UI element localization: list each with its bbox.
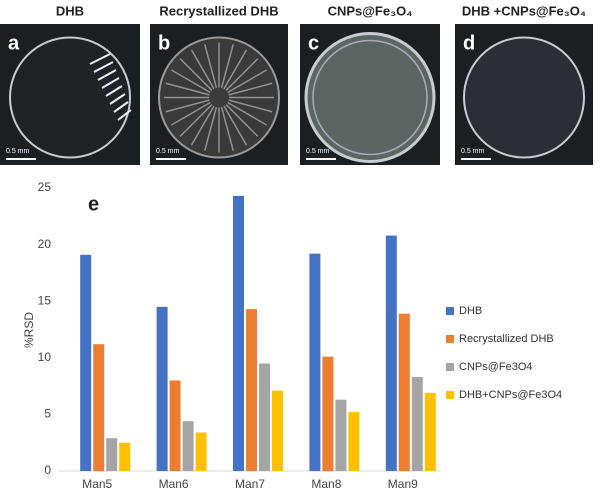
x-tick-label: Man6 — [159, 477, 189, 491]
x-tick-label: Man7 — [235, 477, 265, 491]
legend-swatch — [446, 335, 454, 343]
crystal — [117, 109, 132, 121]
crystal — [170, 101, 211, 126]
legend-label: Recrystallized DHB — [459, 333, 554, 345]
crystal — [223, 105, 248, 146]
crystal — [225, 58, 259, 91]
crystal — [220, 106, 234, 151]
crystal — [227, 101, 268, 126]
crystal — [204, 106, 218, 151]
crystal — [223, 49, 248, 90]
bar — [272, 390, 283, 471]
crystal — [190, 105, 215, 146]
bar — [322, 356, 334, 471]
y-tick-label: 20 — [38, 237, 52, 251]
bar — [93, 344, 105, 471]
panel-letter: b — [158, 32, 170, 54]
panel-letter: a — [8, 32, 20, 54]
bar — [246, 309, 257, 471]
crystal — [204, 44, 218, 89]
y-tick-label: 15 — [38, 293, 52, 307]
legend-label: DHB+CNPs@Fe3O4 — [459, 389, 562, 401]
bar — [169, 380, 181, 471]
crystal — [93, 61, 114, 73]
image-title: CNPs@Fe₃O₄ — [328, 3, 413, 18]
bar — [309, 253, 321, 471]
image-title: DHB — [56, 3, 84, 18]
y-tick-label: 0 — [44, 463, 51, 477]
legend-swatch — [446, 363, 454, 371]
crystal — [179, 58, 213, 91]
crystal — [220, 44, 234, 89]
y-tick-label: 10 — [38, 350, 52, 364]
crystal — [228, 99, 273, 113]
bar — [398, 313, 410, 471]
bar — [106, 438, 118, 471]
legend-swatch — [446, 391, 454, 399]
bar — [348, 412, 360, 471]
crystal — [179, 104, 213, 137]
droplet — [9, 36, 131, 159]
legend-swatch — [446, 307, 454, 315]
panel-letter: c — [308, 32, 319, 54]
droplet-ring — [312, 39, 428, 156]
bar — [156, 306, 168, 471]
bar — [259, 363, 270, 471]
scale-label: 0.5 mm — [461, 148, 485, 155]
scale-label: 0.5 mm — [306, 148, 330, 155]
panel-letter: d — [463, 32, 475, 54]
crystal — [105, 85, 123, 97]
bar — [385, 235, 397, 471]
panel-label: e — [88, 193, 99, 215]
bar — [411, 377, 423, 471]
scale-label: 0.5 mm — [156, 148, 180, 155]
x-tick-label: Man9 — [388, 477, 418, 491]
bar — [233, 195, 244, 471]
y-tick-label: 25 — [38, 180, 52, 194]
droplet — [463, 36, 585, 159]
x-tick-label: Man8 — [311, 477, 341, 491]
crystal — [97, 69, 117, 81]
x-tick-label: Man5 — [82, 477, 112, 491]
crystal — [113, 101, 129, 113]
crystal — [109, 93, 126, 105]
crystal — [227, 69, 268, 94]
crystal — [228, 82, 273, 96]
crystal — [89, 53, 111, 65]
droplet — [304, 32, 436, 163]
crystal — [225, 104, 259, 137]
y-tick-label: 5 — [44, 407, 51, 421]
legend-label: CNPs@Fe3O4 — [459, 361, 533, 373]
crystal — [190, 49, 215, 90]
scale-label: 0.5 mm — [6, 148, 30, 155]
image-title: Recrystallized DHB — [159, 3, 278, 18]
bar — [424, 392, 436, 471]
image-title: DHB +CNPs@Fe₃O₄ — [462, 3, 586, 18]
crystal — [101, 77, 120, 89]
crystal — [165, 99, 210, 113]
bar — [335, 399, 347, 471]
bar — [119, 442, 131, 471]
y-axis-label: %RSD — [22, 312, 36, 348]
legend-label: DHB — [459, 305, 482, 317]
bar — [80, 254, 92, 471]
crystal — [170, 69, 211, 94]
crystal — [165, 82, 210, 96]
bar — [195, 432, 207, 471]
bar — [182, 421, 194, 471]
